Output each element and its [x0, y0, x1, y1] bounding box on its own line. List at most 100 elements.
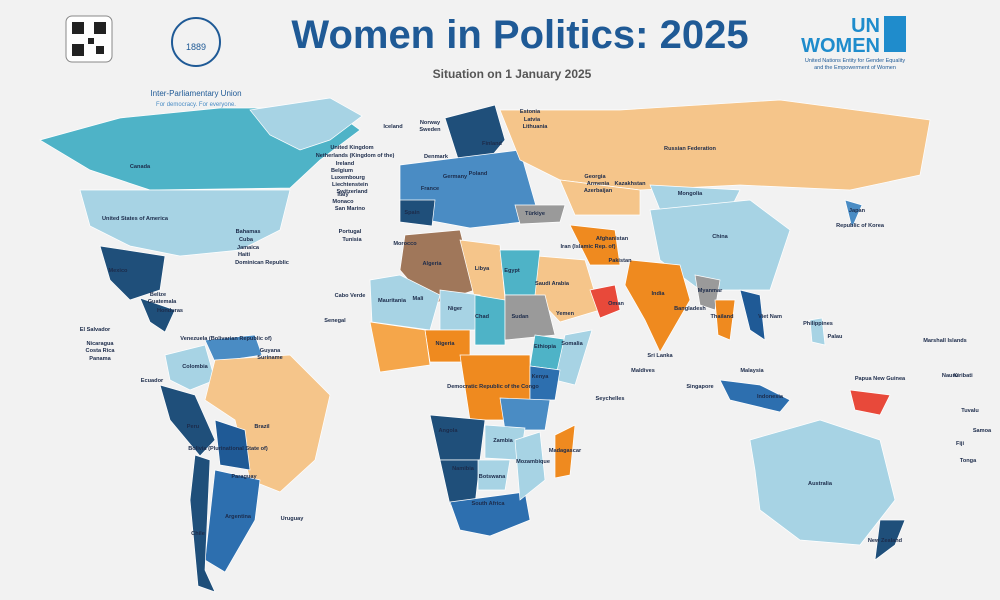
country-label: Tuvalu	[961, 408, 979, 414]
country-shape	[204, 469, 261, 573]
country-label: Saudi Arabia	[535, 281, 570, 287]
country-shape	[739, 289, 766, 341]
country-label: Bolivia (Plurinational State of)	[188, 446, 268, 452]
country-label: Somalia	[561, 341, 583, 347]
country-shape	[874, 519, 906, 561]
country-label: Italy	[337, 192, 349, 198]
country-label: Cuba	[239, 237, 254, 243]
country-label: Sweden	[419, 127, 441, 133]
country-shape	[79, 189, 291, 257]
country-label: Iceland	[383, 124, 403, 130]
un-women-line2: WOMEN	[801, 35, 880, 57]
qr-block	[94, 22, 106, 34]
country-label: Ethiopia	[534, 344, 557, 350]
country-label: Thailand	[711, 314, 735, 320]
country-shape	[849, 389, 891, 416]
country-label: Monaco	[332, 199, 354, 205]
country-label: Japan	[849, 208, 866, 214]
country-shape	[204, 334, 263, 363]
qr-block	[88, 38, 94, 44]
country-label: Chad	[475, 314, 490, 320]
country-shape	[369, 274, 441, 331]
country-label: Cabo Verde	[335, 293, 366, 299]
country-label: Türkiye	[525, 211, 545, 217]
country-label: Venezuela (Bolivarian Republic of)	[180, 336, 272, 342]
country-label: Tunisia	[342, 237, 362, 243]
qr-code[interactable]	[65, 15, 113, 63]
country-label: Fiji	[956, 441, 965, 447]
country-label: Panama	[89, 356, 111, 362]
country-label: Portugal	[339, 229, 362, 235]
country-label: Indonesia	[757, 394, 784, 400]
country-label: Algeria	[423, 261, 443, 267]
country-label: Singapore	[686, 384, 713, 390]
country-label: Lithuania	[523, 124, 549, 130]
ipu-tagline: For democracy. For everyone.	[156, 102, 236, 108]
qr-block	[72, 22, 84, 34]
country-label: New Zealand	[868, 538, 903, 544]
country-label: Republic of Korea	[836, 223, 885, 229]
country-label: United Kingdom	[330, 145, 373, 151]
country-label: Russian Federation	[664, 146, 716, 152]
country-shape	[719, 379, 791, 413]
country-shape	[249, 97, 363, 151]
country-label: Angola	[439, 428, 459, 434]
country-shape	[649, 199, 791, 291]
country-label: Sri Lanka	[647, 353, 673, 359]
country-label: Paraguay	[231, 474, 257, 480]
country-label: Latvia	[524, 117, 541, 123]
country-label: Nauru	[942, 373, 959, 379]
country-label: Honduras	[157, 308, 183, 314]
country-label: United States of America	[102, 216, 169, 222]
country-label: Costa Rica	[86, 348, 116, 354]
country-label: Ecuador	[141, 378, 164, 384]
ipu-name: Inter-Parliamentary Union	[150, 89, 241, 98]
country-label: Papua New Guinea	[855, 376, 906, 382]
country-label: Kiribati	[953, 373, 973, 379]
country-label: Belgium	[331, 168, 353, 174]
un-women-emblem	[884, 16, 906, 52]
country-shape	[204, 354, 331, 493]
ipu-logo	[171, 17, 221, 67]
country-label: Nicaragua	[86, 341, 114, 347]
country-label: Bangladesh	[674, 306, 706, 312]
country-label: Democratic Republic of the Congo	[447, 384, 539, 390]
country-label: Australia	[808, 481, 833, 487]
country-label: Marshall Islands	[923, 338, 967, 344]
country-label: Haiti	[238, 252, 251, 258]
country-label: Canada	[130, 164, 151, 170]
country-label: Jamaica	[237, 245, 260, 251]
country-label: Guyana	[260, 348, 281, 354]
country-shape	[624, 259, 691, 353]
country-label: Dominican Republic	[235, 260, 289, 266]
country-shape	[499, 99, 931, 191]
country-shape	[529, 365, 561, 401]
subtitle: Situation on 1 January 2025	[433, 67, 592, 81]
country-shape	[714, 299, 736, 341]
country-label: Mongolia	[678, 191, 703, 197]
country-label: Brazil	[254, 424, 270, 430]
country-shape	[369, 321, 431, 373]
country-shape	[554, 424, 576, 479]
country-label: Poland	[469, 171, 488, 177]
country-label: El Salvador	[80, 327, 111, 333]
country-label: Denmark	[424, 154, 449, 160]
country-label: Colombia	[182, 364, 208, 370]
country-label: South Africa	[471, 501, 505, 507]
country-label: Palau	[828, 334, 844, 340]
country-shape	[514, 204, 566, 225]
map	[39, 97, 931, 593]
country-label: Yemen	[556, 311, 575, 317]
country-shape	[159, 384, 216, 457]
country-label: Bahamas	[236, 229, 261, 235]
country-label: Mali	[413, 296, 424, 302]
country-label: Switzerland	[336, 189, 368, 195]
country-label: Uruguay	[281, 516, 305, 522]
country-label: Estonia	[520, 109, 541, 115]
country-shape	[474, 294, 506, 346]
country-shape	[429, 414, 486, 461]
country-label: France	[421, 186, 439, 192]
country-label: Seychelles	[596, 396, 625, 402]
country-label: Viet Nam	[758, 314, 782, 320]
country-label: Malaysia	[740, 368, 764, 374]
